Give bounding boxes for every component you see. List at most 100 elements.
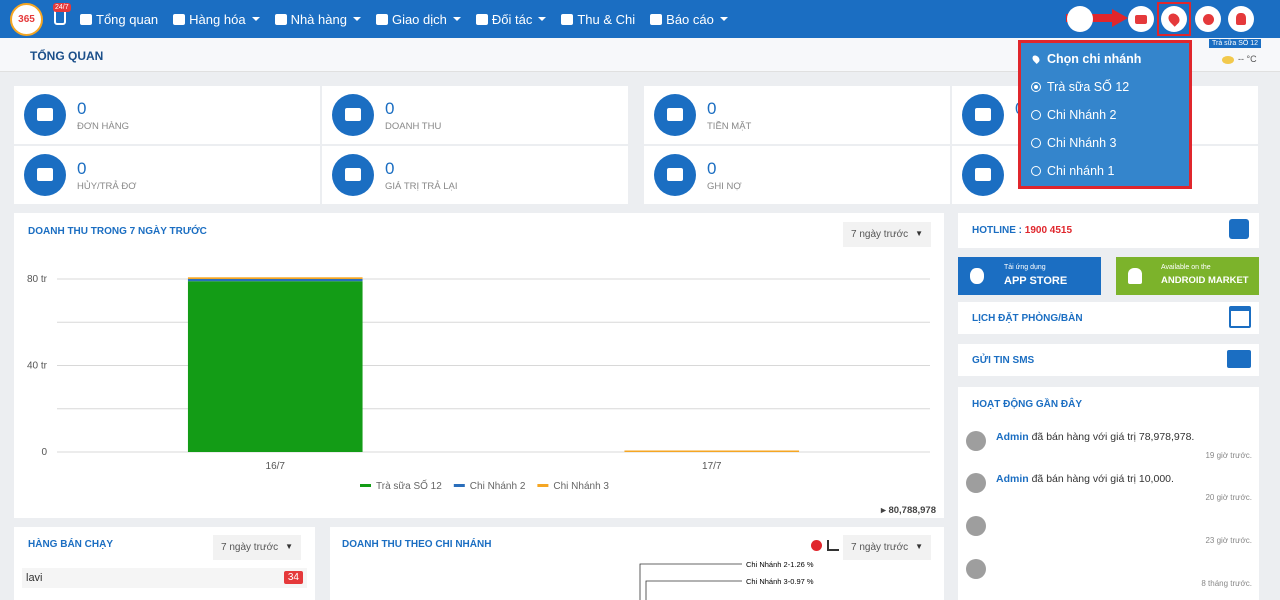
nav-icon[interactable] [1067,6,1093,32]
activity-text: đã bán hàng với giá trị 78,978,978. [1031,431,1195,443]
bar-toggle[interactable] [827,540,839,551]
period-select[interactable]: 7 ngày trước [843,222,931,247]
option-label: Chi Nhánh 2 [1047,108,1117,122]
sms-panel[interactable]: GỬI TIN SMS [958,344,1259,376]
app-store-big: APP STORE [1004,275,1068,287]
branch-option[interactable]: Chi Nhánh 3 [1031,136,1117,150]
nav-item[interactable]: Giao dịch [375,12,461,27]
stat-card: 0 HỦY/TRẢ ĐƠ [14,146,320,204]
activity: Admin đã bán hàng với giá trị 78,978,978… [966,431,1252,465]
period: 7 ngày trước [851,542,909,553]
android-button[interactable]: Available on the ANDROID MARKET [1116,257,1259,295]
app-store-button[interactable]: Tải ứng dụng APP STORE [958,257,1101,295]
connector [639,563,742,600]
activity-panel: HOẠT ĐỘNG GẦN ĐÂY Admin đã bán hàng với … [958,387,1259,600]
branch-revenue-panel: DOANH THU THEO CHI NHÁNH 7 ngày trước Ch… [330,527,944,600]
branch-option[interactable]: Trà sữa SỐ 12 [1031,80,1129,94]
period-select[interactable]: 7 ngày trước [843,535,931,560]
branch-revenue-title: DOANH THU THEO CHI NHÁNH [342,539,492,550]
activity-message: Admin đã bán hàng với giá trị 78,978,978… [996,431,1194,443]
activity-text: đã bán hàng với giá trị 10,000. [1031,473,1174,485]
settings-button[interactable] [1195,6,1221,32]
stat-card: 0 ĐƠN HÀNG [14,86,320,144]
activity: 8 tháng trước. [966,559,1252,593]
stat-card: 0 DOANH THU [322,86,628,144]
android-small: Available on the [1161,264,1211,271]
stat-card: 0 GIÁ TRỊ TRẢ LẠI [322,146,628,204]
activity-icon [966,516,986,536]
nav-icon [173,13,186,25]
nav-item[interactable]: Thu & Chi [561,12,635,27]
logo[interactable]: 365 [10,3,43,36]
bar-segment [624,450,800,452]
nav-icon [274,13,287,25]
activity-user[interactable]: Admin [996,473,1029,485]
activity-message: Admin đã bán hàng với giá trị 10,000. [996,473,1174,485]
nav-label: Báo cáo [666,11,714,27]
branch-option[interactable]: Chi nhánh 1 [1031,164,1114,178]
stat-value: 0 [385,99,395,118]
nav-icon [80,13,92,25]
stat-label: GHI NỢ [707,181,742,192]
y-tick-label: 40 tr [27,361,48,372]
nav-item[interactable]: Đối tác [475,12,546,27]
activity-title: HOẠT ĐỘNG GẦN ĐÂY [972,399,1082,410]
pie-label: Chi Nhánh 2-1.26 % [746,560,814,569]
hotline-label: HOTLINE : [972,225,1022,236]
y-tick-label: 0 [41,447,47,458]
user-button[interactable] [1228,6,1254,32]
stat-value: 0 [77,159,87,178]
radio [1031,138,1041,148]
x-tick-label: 16/7 [266,461,286,472]
branch-dropdown: Chọn chi nhánh Trà sữa SỐ 12 Chi Nhánh 2 C… [1018,40,1192,189]
nav-item[interactable]: Nhà hàng [274,12,361,27]
nav-item[interactable]: Báo cáo [650,12,728,27]
x-tick-label: 17/7 [702,461,722,472]
apple-icon [970,268,984,284]
navbar: 365 24/7 Tổng quan Hàng hóa Nhà hàng Giao d… [0,0,1280,38]
activity-icon [966,431,986,451]
branch-option[interactable]: Chi Nhánh 2 [1031,108,1117,122]
activity-icon [966,559,986,579]
stat-label: HỦY/TRẢ ĐƠ [77,181,137,192]
page-title: TỔNG QUAN [30,49,104,63]
hotline: 1900 4515 [1024,225,1073,236]
bar-segment [187,281,363,452]
activity-time: 19 giờ trước. [1205,451,1252,460]
pie-toggle[interactable] [811,540,822,551]
bar-segment [187,277,363,280]
hotline-panel: HOTLINE : 1900 4515 [958,213,1259,248]
nav-label: Thu & Chi [577,11,636,27]
stat-icon [24,94,66,136]
period-select[interactable]: 7 ngày trước [213,535,301,560]
weather-icon [1222,56,1234,64]
badge: 24/7 [53,3,71,12]
nav-item[interactable]: Tổng quan [80,12,158,27]
pie-labels: Chi Nhánh 2-1.26 % Chi Nhánh 3-0.97 % [639,560,814,600]
activity-time: 8 tháng trước. [1201,579,1252,588]
stat-value: 0 [707,159,717,178]
current-branch: Trà sữa SỐ 12 [1209,39,1262,48]
best-sellers-title: HÀNG BÁN CHẠY [28,539,113,550]
legend-label: Chi Nhánh 2 [470,481,526,492]
period: 7 ngày trước [851,229,909,240]
nav-icon [561,13,574,25]
branch-button[interactable] [1161,6,1187,32]
booking: LỊCH ĐẶT PHÒNG/BÀN [972,313,1083,324]
nav-icon[interactable] [1128,6,1154,32]
activity-user[interactable]: Admin [996,431,1029,443]
stat-value: 0 [385,159,395,178]
booking-panel[interactable]: LỊCH ĐẶT PHÒNG/BÀN [958,302,1259,334]
stat-label: DOANH THU [385,121,442,132]
revenue-chart: 0 40 tr 80 tr 16/7 17/7 Trà sữa SỐ 12 Chi Nhán… [27,274,930,492]
activity-icon [966,473,986,493]
activity-time: 20 giờ trước. [1205,493,1252,502]
nav-item[interactable]: Hàng hóa [173,12,259,27]
stat-value: 0 [707,99,717,118]
item-name: lavi [26,572,43,584]
stat-label: TIỀN MẶT [707,121,752,132]
option-label: Chi Nhánh 3 [1047,136,1117,150]
stat-icon [962,94,1004,136]
